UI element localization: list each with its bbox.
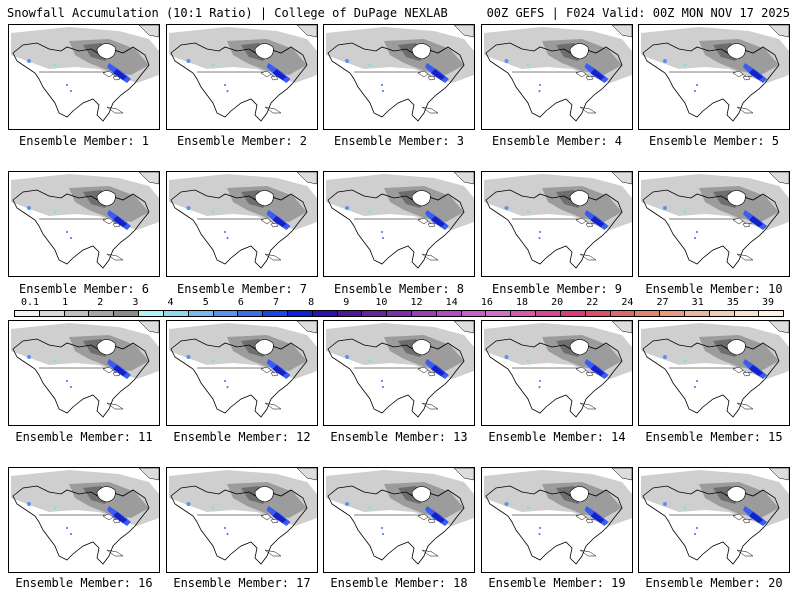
- colorbar-tick-label: 14: [445, 297, 458, 308]
- colorbar-swatch: [759, 311, 784, 316]
- ensemble-label: Ensemble Member: 17: [173, 576, 311, 590]
- colorbar-swatch: [312, 311, 338, 316]
- ensemble-label: Ensemble Member: 18: [330, 576, 468, 590]
- ensemble-map-14: [481, 320, 633, 426]
- ensemble-label: Ensemble Member: 13: [330, 430, 468, 444]
- page-title: Snowfall Accumulation (10:1 Ratio) | Col…: [7, 6, 448, 20]
- colorbar-tick-label: 20: [551, 297, 564, 308]
- ensemble-label: Ensemble Member: 15: [645, 430, 783, 444]
- ensemble-map-9: [481, 171, 633, 277]
- ensemble-map-5: [638, 24, 790, 130]
- ensemble-map-11: [8, 320, 160, 426]
- colorbar-swatch: [213, 311, 239, 316]
- colorbar-swatch: [436, 311, 462, 316]
- colorbar-swatch: [114, 311, 140, 316]
- colorbar-swatch: [263, 311, 288, 316]
- ensemble-label: Ensemble Member: 19: [488, 576, 626, 590]
- ensemble-label: Ensemble Member: 9: [491, 282, 623, 296]
- ensemble-map-13: [323, 320, 475, 426]
- colorbar-tick-label: 7: [272, 297, 280, 308]
- colorbar-tick-label: 2: [97, 297, 104, 308]
- ensemble-map-12: [166, 320, 318, 426]
- colorbar-swatch: [412, 311, 437, 316]
- ensemble-label: Ensemble Member: 20: [645, 576, 783, 590]
- colorbar-tick-label: 4: [167, 297, 174, 308]
- colorbar-swatch: [163, 311, 189, 316]
- ensemble-map-18: [323, 467, 475, 573]
- colorbar-tick-label: 35: [726, 297, 739, 308]
- colorbar-tick-label: 5: [202, 297, 209, 308]
- colorbar-tick-label: 12: [410, 297, 423, 308]
- colorbar-tick-label: 22: [586, 297, 599, 308]
- colorbar-swatch: [39, 311, 65, 316]
- colorbar-tick-label: 24: [621, 297, 634, 308]
- colorbar-tick-label: 8: [308, 297, 315, 308]
- colorbar-tick-label: 9: [343, 297, 350, 308]
- colorbar-tick-label: 6: [237, 297, 244, 308]
- colorbar-swatch: [486, 311, 512, 316]
- colorbar-swatch: [461, 311, 487, 316]
- ensemble-label: Ensemble Member: 6: [18, 282, 150, 296]
- colorbar-tick-label: 31: [691, 297, 704, 308]
- ensemble-label: Ensemble Member: 1: [18, 134, 150, 148]
- colorbar-tick-label: 27: [656, 297, 669, 308]
- colorbar-tick-label: 18: [515, 297, 529, 308]
- colorbar-swatch: [635, 311, 661, 316]
- colorbar-swatch: [734, 311, 760, 316]
- ensemble-label: Ensemble Member: 16: [15, 576, 153, 590]
- colorbar-swatch: [89, 311, 115, 316]
- ensemble-map-16: [8, 467, 160, 573]
- ensemble-map-3: [323, 24, 475, 130]
- colorbar-swatch: [585, 311, 611, 316]
- snowfall-colorbar: [14, 310, 784, 317]
- colorbar-swatch: [536, 311, 561, 316]
- colorbar-swatch: [188, 311, 214, 316]
- ensemble-label: Ensemble Member: 4: [491, 134, 623, 148]
- ensemble-map-7: [166, 171, 318, 277]
- ensemble-label: Ensemble Member: 2: [176, 134, 308, 148]
- colorbar-tick-label: 10: [375, 297, 388, 308]
- colorbar-tick-label: 0.1: [20, 297, 40, 308]
- ensemble-label: Ensemble Member: 14: [488, 430, 626, 444]
- colorbar-swatch: [511, 311, 537, 316]
- colorbar-swatch: [610, 311, 636, 316]
- ensemble-map-20: [638, 467, 790, 573]
- colorbar-swatch: [387, 311, 412, 316]
- ensemble-map-17: [166, 467, 318, 573]
- colorbar-swatch: [15, 311, 40, 316]
- colorbar-swatch: [287, 311, 313, 316]
- colorbar-swatch: [560, 311, 586, 316]
- colorbar-swatch: [362, 311, 388, 316]
- ensemble-label: Ensemble Member: 5: [648, 134, 780, 148]
- colorbar-swatch: [337, 311, 363, 316]
- colorbar-swatch: [684, 311, 710, 316]
- ensemble-map-2: [166, 24, 318, 130]
- colorbar-tick-label: 1: [62, 297, 69, 308]
- ensemble-map-8: [323, 171, 475, 277]
- colorbar-swatch: [660, 311, 685, 316]
- colorbar-swatch: [64, 311, 90, 316]
- ensemble-map-6: [8, 171, 160, 277]
- colorbar-swatch: [238, 311, 264, 316]
- ensemble-map-4: [481, 24, 633, 130]
- colorbar-tick-label: 16: [480, 297, 493, 308]
- colorbar-tick-label: 3: [132, 297, 139, 308]
- ensemble-map-15: [638, 320, 790, 426]
- colorbar-swatch: [139, 311, 164, 316]
- ensemble-label: Ensemble Member: 11: [15, 430, 153, 444]
- ensemble-label: Ensemble Member: 7: [176, 282, 308, 296]
- run-info: 00Z GEFS | F024 Valid: 00Z MON NOV 17 20…: [486, 6, 790, 20]
- ensemble-map-10: [638, 171, 790, 277]
- ensemble-label: Ensemble Member: 3: [333, 134, 465, 148]
- ensemble-label: Ensemble Member: 8: [333, 282, 465, 296]
- colorbar-swatch: [709, 311, 735, 316]
- ensemble-map-19: [481, 467, 633, 573]
- ensemble-label: Ensemble Member: 10: [645, 282, 783, 296]
- ensemble-label: Ensemble Member: 12: [173, 430, 311, 444]
- colorbar-tick-label: 39: [761, 297, 775, 308]
- ensemble-map-1: [8, 24, 160, 130]
